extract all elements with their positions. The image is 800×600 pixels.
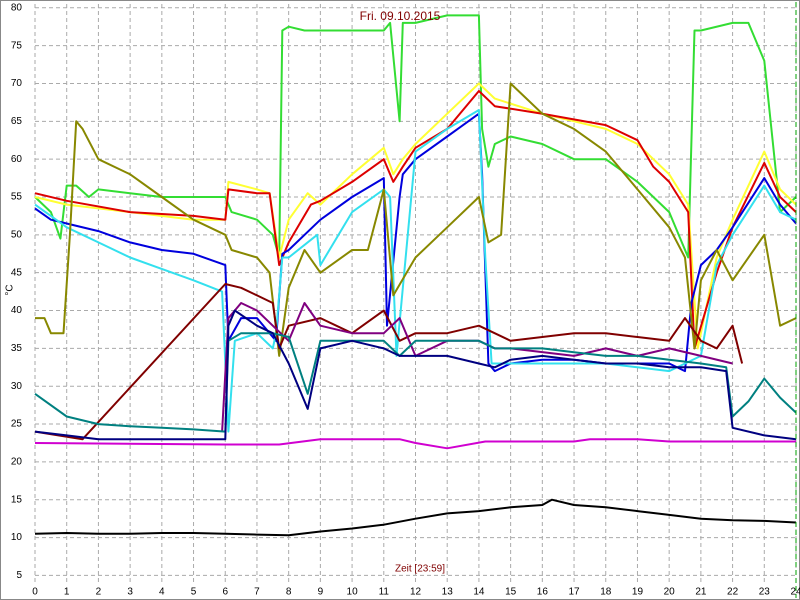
series-line <box>34 438 796 450</box>
x-tick-label: 22 <box>727 587 739 598</box>
y-tick-label: 65 <box>11 116 23 127</box>
x-tick-label: 7 <box>254 587 260 598</box>
x-tick-label: 6 <box>222 587 228 598</box>
x-tick-label: 23 <box>759 587 771 598</box>
y-tick-label: 20 <box>11 457 23 468</box>
series-line <box>34 332 797 433</box>
x-tick-label: 17 <box>568 587 580 598</box>
chart-title: Fri. 09.10.2015 <box>360 9 441 23</box>
series-line <box>34 109 797 433</box>
y-tick-label: 15 <box>11 494 23 505</box>
y-tick-label: 80 <box>11 2 23 13</box>
series-line <box>34 309 797 441</box>
x-tick-label: 1 <box>64 587 70 598</box>
x-tick-label: 15 <box>505 587 517 598</box>
y-tick-label: 35 <box>11 343 23 354</box>
x-tick-label: 12 <box>410 587 422 598</box>
y-tick-label: 10 <box>11 532 23 543</box>
x-tick-label: 24 <box>790 587 800 598</box>
series-line <box>34 112 797 373</box>
series-line <box>34 90 797 350</box>
x-tick-label: 8 <box>286 587 292 598</box>
x-tick-label: 14 <box>473 587 485 598</box>
y-tick-label: 30 <box>11 381 23 392</box>
series-line <box>34 283 744 441</box>
y-axis-label: °C <box>5 284 16 295</box>
x-tick-label: 5 <box>191 587 197 598</box>
y-tick-label: 25 <box>11 419 23 430</box>
x-tick-label: 3 <box>127 587 133 598</box>
x-axis-label: Zeit [23:59] <box>395 564 445 575</box>
y-tick-label: 5 <box>16 570 22 581</box>
x-tick-label: 11 <box>379 587 390 598</box>
x-tick-label: 0 <box>32 587 38 598</box>
y-tick-label: 40 <box>11 305 23 316</box>
y-tick-label: 70 <box>11 78 23 89</box>
x-tick-label: 4 <box>159 587 165 598</box>
x-tick-label: 21 <box>695 587 707 598</box>
series-line <box>34 82 797 350</box>
x-tick-label: 19 <box>632 587 644 598</box>
x-tick-label: 20 <box>664 587 676 598</box>
y-tick-label: 60 <box>11 154 23 165</box>
y-tick-label: 50 <box>11 229 23 240</box>
lines <box>34 14 797 537</box>
series-line <box>34 498 797 537</box>
x-tick-label: 13 <box>442 587 454 598</box>
y-tick-label: 45 <box>11 267 23 278</box>
x-tick-label: 9 <box>318 587 324 598</box>
x-tick-label: 10 <box>347 587 359 598</box>
series-line <box>34 14 797 259</box>
y-tick-label: 75 <box>11 40 23 51</box>
x-tick-label: 18 <box>600 587 612 598</box>
y-tick-label: 55 <box>11 192 23 203</box>
x-tick-label: 16 <box>537 587 549 598</box>
series-line <box>35 82 797 357</box>
series-line <box>221 302 733 432</box>
x-tick-label: 2 <box>96 587 102 598</box>
